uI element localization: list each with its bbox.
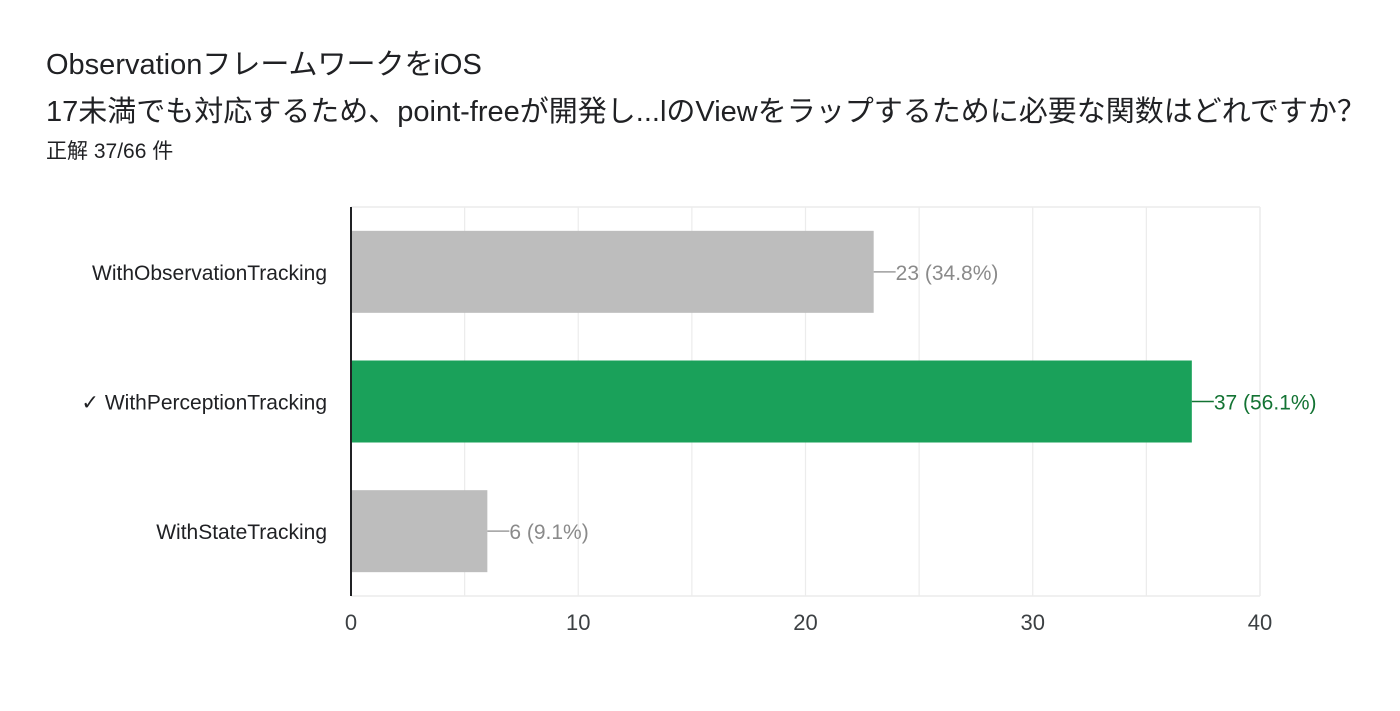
x-tick-label: 10 bbox=[566, 610, 590, 635]
bar-WithPerceptionTracking bbox=[351, 360, 1192, 443]
x-tick-label: 20 bbox=[793, 610, 817, 635]
category-name: WithPerceptionTracking bbox=[105, 392, 327, 415]
correct-check-icon: ✓ bbox=[81, 392, 99, 415]
data-label: 6 (9.1%) bbox=[509, 521, 588, 544]
bar-WithObservationTracking bbox=[351, 230, 874, 313]
question-title-line-2: 17未満でも対応するため、point-freeが開発し...lのViewをラップ… bbox=[46, 96, 1366, 128]
bar-WithStateTracking bbox=[351, 490, 488, 573]
question-title-line-1: ObservationフレームワークをiOS bbox=[46, 49, 482, 81]
data-label: 23 (34.8%) bbox=[896, 262, 999, 285]
category-name: WithObservationTracking bbox=[92, 262, 327, 285]
category-label: WithStateTracking bbox=[156, 521, 327, 544]
category-name: WithStateTracking bbox=[156, 521, 327, 544]
x-tick-label: 0 bbox=[345, 610, 357, 635]
x-tick-label: 30 bbox=[1021, 610, 1045, 635]
category-label: WithObservationTracking bbox=[92, 262, 327, 285]
category-label: ✓ WithPerceptionTracking bbox=[81, 392, 327, 415]
data-label: 37 (56.1%) bbox=[1214, 392, 1317, 415]
x-tick-label: 40 bbox=[1248, 610, 1272, 635]
score-summary: 正解 37/66 件 bbox=[46, 140, 174, 163]
